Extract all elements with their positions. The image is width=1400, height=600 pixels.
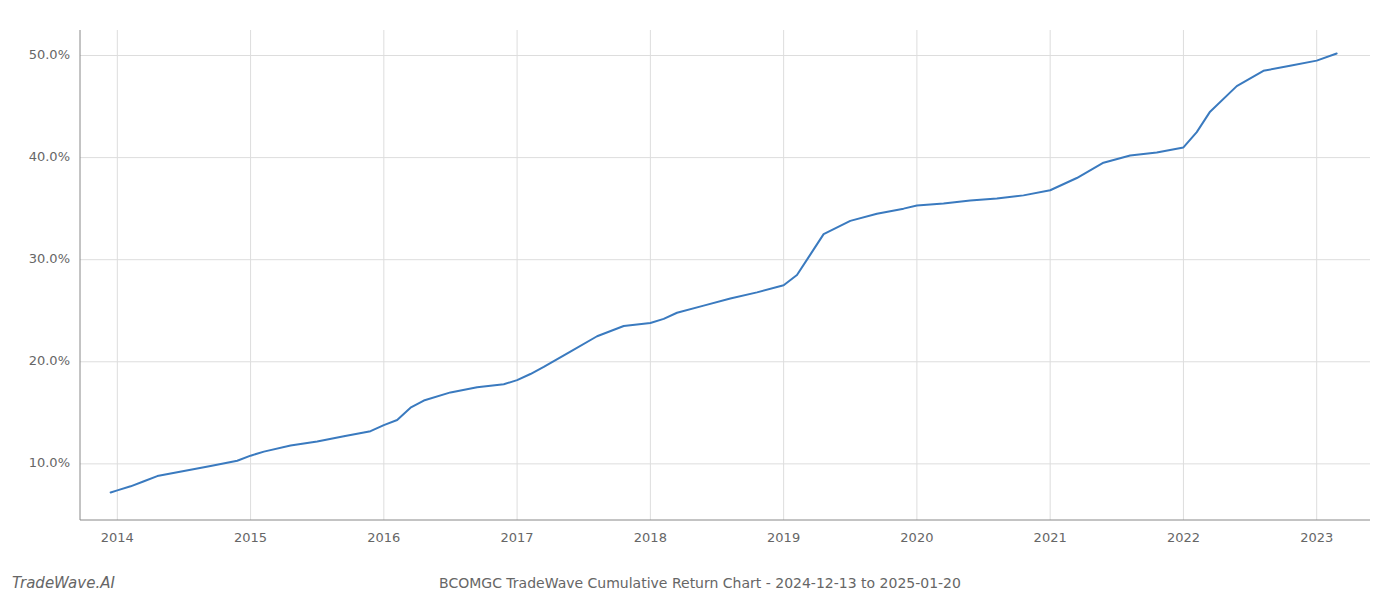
title: BCOMGC TradeWave Cumulative Return Chart… (439, 575, 961, 591)
grid (80, 30, 1370, 520)
x-grid-line (1050, 30, 1051, 520)
y-grid-line (80, 361, 1370, 362)
y-grid-line (80, 157, 1370, 158)
y-tick-label: 40.0% (29, 149, 70, 164)
background (0, 0, 1400, 600)
x-grid-line (1316, 30, 1317, 520)
page: {"chart_data": { "type": "line", "title"… (0, 0, 1400, 600)
x-tick-label: 2022 (1167, 530, 1200, 545)
x-grid-line (1183, 30, 1184, 520)
x-grid-line (916, 30, 917, 520)
x-tick-label: 2016 (367, 530, 400, 545)
y-grid-line (80, 55, 1370, 56)
x-grid-line (383, 30, 384, 520)
x-tick-label: 2017 (501, 530, 534, 545)
x-tick-label: 2014 (101, 530, 134, 545)
x-tick-label: 2021 (1034, 530, 1067, 545)
x-tick-label: 2015 (234, 530, 267, 545)
y-tick-label: 50.0% (29, 47, 70, 62)
axes: 2014 2015 2016 2017 2018 2019 2020 2021 2022 2023… (29, 30, 1370, 545)
data (111, 53, 1337, 492)
line (111, 53, 1337, 492)
y-grid-line (80, 463, 1370, 464)
y-tick-label: 10.0% (29, 455, 70, 470)
watermark: TradeWave.AI (12, 574, 115, 592)
y-tick-label: 30.0% (29, 251, 70, 266)
y-tick-label: 20.0% (29, 353, 70, 368)
x-tick-label: 2020 (900, 530, 933, 545)
x-grid-line (117, 30, 118, 520)
x-grid-line (783, 30, 784, 520)
x-grid-line (250, 30, 251, 520)
x-tick-label: 2019 (767, 530, 800, 545)
y-axis-line (80, 30, 81, 520)
x-axis-line (80, 520, 1370, 521)
texts: BCOMGC TradeWave Cumulative Return Chart… (12, 574, 961, 592)
x-grid-line (517, 30, 518, 520)
x-tick-label: 2023 (1300, 530, 1333, 545)
x-tick-label: 2018 (634, 530, 667, 545)
y-grid-line (80, 259, 1370, 260)
x-grid-line (650, 30, 651, 520)
chart: 2014 2015 2016 2017 2018 2019 2020 2021 2022 2023… (0, 0, 1400, 600)
